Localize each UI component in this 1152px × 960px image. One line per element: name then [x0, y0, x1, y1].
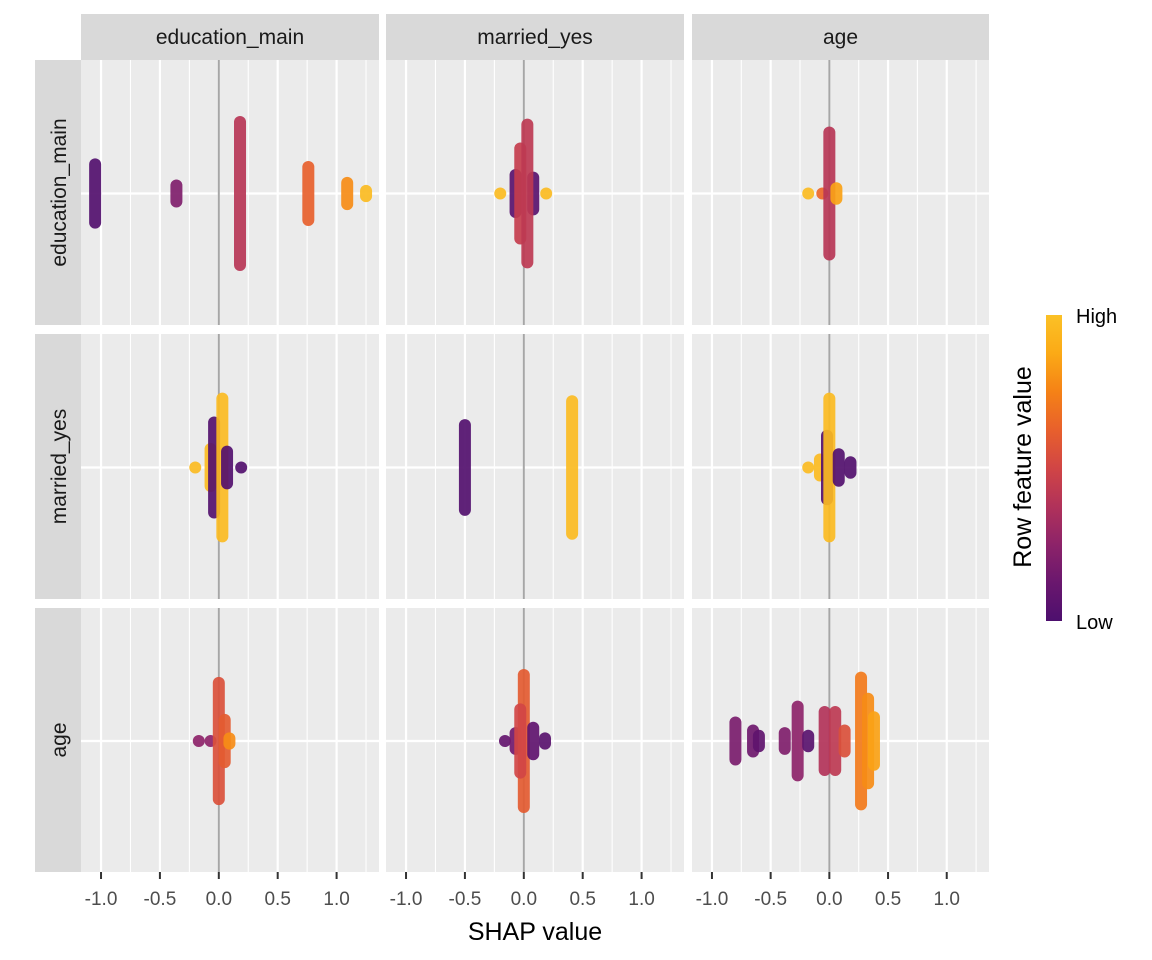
point-cluster — [527, 721, 540, 761]
x-tick-label: 0.5 — [569, 889, 595, 910]
x-tick-label: 0.5 — [875, 889, 901, 910]
column-strip-age: age — [692, 14, 989, 60]
point-cluster — [791, 700, 804, 782]
x-tick-label: 0.0 — [816, 889, 842, 910]
column-strip-married_yes: married_yes — [386, 14, 684, 60]
panel-education_main-vs-education_main — [81, 60, 379, 325]
x-axis-education_main: -1.0 -0.5 0.0 0.5 1.0 — [85, 872, 350, 910]
panel-education_main-vs-married_yes — [386, 60, 684, 325]
strip-background — [35, 608, 81, 872]
strip-background — [35, 334, 81, 599]
column-strip-label: age — [823, 26, 858, 49]
point-cluster — [829, 705, 842, 777]
legend-colorbar — [1046, 315, 1062, 621]
point-cluster — [360, 184, 373, 203]
point-cluster — [566, 395, 579, 540]
point-cluster — [234, 115, 247, 272]
strip-background — [81, 14, 379, 60]
x-tick-label: -0.5 — [754, 889, 787, 910]
panel-age-vs-married_yes — [386, 608, 684, 872]
point-cluster — [802, 461, 815, 474]
panel-age-vs-education_main — [81, 608, 379, 872]
panel-age-vs-age — [692, 608, 989, 872]
point-cluster — [844, 456, 857, 479]
row-strip-label: married_yes — [48, 409, 71, 525]
point-cluster — [223, 732, 236, 750]
point-cluster — [818, 705, 831, 777]
point-cluster — [514, 703, 527, 779]
point-cluster — [89, 158, 102, 229]
point-cluster — [521, 118, 534, 269]
point-cluster — [170, 179, 183, 208]
legend-title: Row feature value — [1009, 366, 1037, 568]
panel-married_yes-vs-age — [692, 334, 989, 599]
point-cluster — [729, 716, 742, 766]
x-axis-age: -1.0 -0.5 0.0 0.5 1.0 — [696, 872, 960, 910]
x-tick-label: 0.0 — [206, 889, 232, 910]
legend-low-label: Low — [1076, 612, 1113, 634]
point-cluster — [458, 419, 471, 516]
column-strip-label: education_main — [156, 26, 304, 49]
x-axes-layer: -1.0 -0.5 0.0 0.5 1.0 -1.0 -0.5 0.0 0.5 1.0 -1.0 -0… — [85, 872, 960, 910]
point-cluster — [192, 735, 205, 747]
point-cluster — [189, 461, 202, 474]
color-legend: Row feature value High Low — [1009, 306, 1117, 634]
x-tick-label: 0.0 — [511, 889, 537, 910]
point-cluster — [867, 711, 880, 771]
x-tick-label: -1.0 — [390, 889, 423, 910]
point-cluster — [752, 729, 765, 753]
strip-background — [35, 60, 81, 325]
point-cluster — [540, 187, 553, 200]
column-strip-education_main: education_main — [81, 14, 379, 60]
x-axis-title: SHAP value — [468, 918, 602, 946]
point-cluster — [838, 724, 851, 758]
point-cluster — [802, 729, 815, 753]
point-cluster — [302, 161, 315, 226]
legend-high-label: High — [1076, 306, 1117, 328]
column-strip-label: married_yes — [477, 26, 593, 49]
point-cluster — [802, 187, 815, 200]
point-cluster — [494, 187, 507, 200]
point-cluster — [341, 176, 354, 211]
point-cluster — [221, 445, 234, 490]
row-strip-label: age — [48, 722, 71, 757]
row-strip-label: education_main — [48, 118, 71, 266]
strip-background — [386, 14, 684, 60]
point-cluster — [823, 392, 836, 543]
x-tick-label: -1.0 — [85, 889, 118, 910]
panels-layer — [81, 60, 989, 872]
point-cluster — [823, 126, 836, 261]
x-tick-label: 1.0 — [934, 889, 960, 910]
x-tick-label: -1.0 — [696, 889, 729, 910]
x-tick-label: 1.0 — [628, 889, 654, 910]
panel-married_yes-vs-education_main — [81, 334, 379, 599]
row-strip-education_main: education_main — [35, 60, 81, 325]
point-cluster — [498, 735, 511, 747]
x-axis-married_yes: -1.0 -0.5 0.0 0.5 1.0 — [390, 872, 655, 910]
panel-married_yes-vs-married_yes — [386, 334, 684, 599]
row-strip-age: age — [35, 608, 81, 872]
panel-education_main-vs-age — [692, 60, 989, 325]
row-strip-married_yes: married_yes — [35, 334, 81, 599]
x-tick-label: -0.5 — [449, 889, 482, 910]
point-cluster — [832, 448, 845, 487]
point-cluster — [778, 727, 791, 755]
point-cluster — [830, 182, 843, 205]
x-tick-label: -0.5 — [144, 889, 177, 910]
x-tick-label: 0.5 — [264, 889, 290, 910]
point-cluster — [235, 461, 248, 474]
x-tick-label: 1.0 — [323, 889, 349, 910]
strips-layer: education_main married_yes ageeducation_ma… — [35, 14, 989, 872]
point-cluster — [539, 732, 552, 750]
strip-background — [692, 14, 989, 60]
